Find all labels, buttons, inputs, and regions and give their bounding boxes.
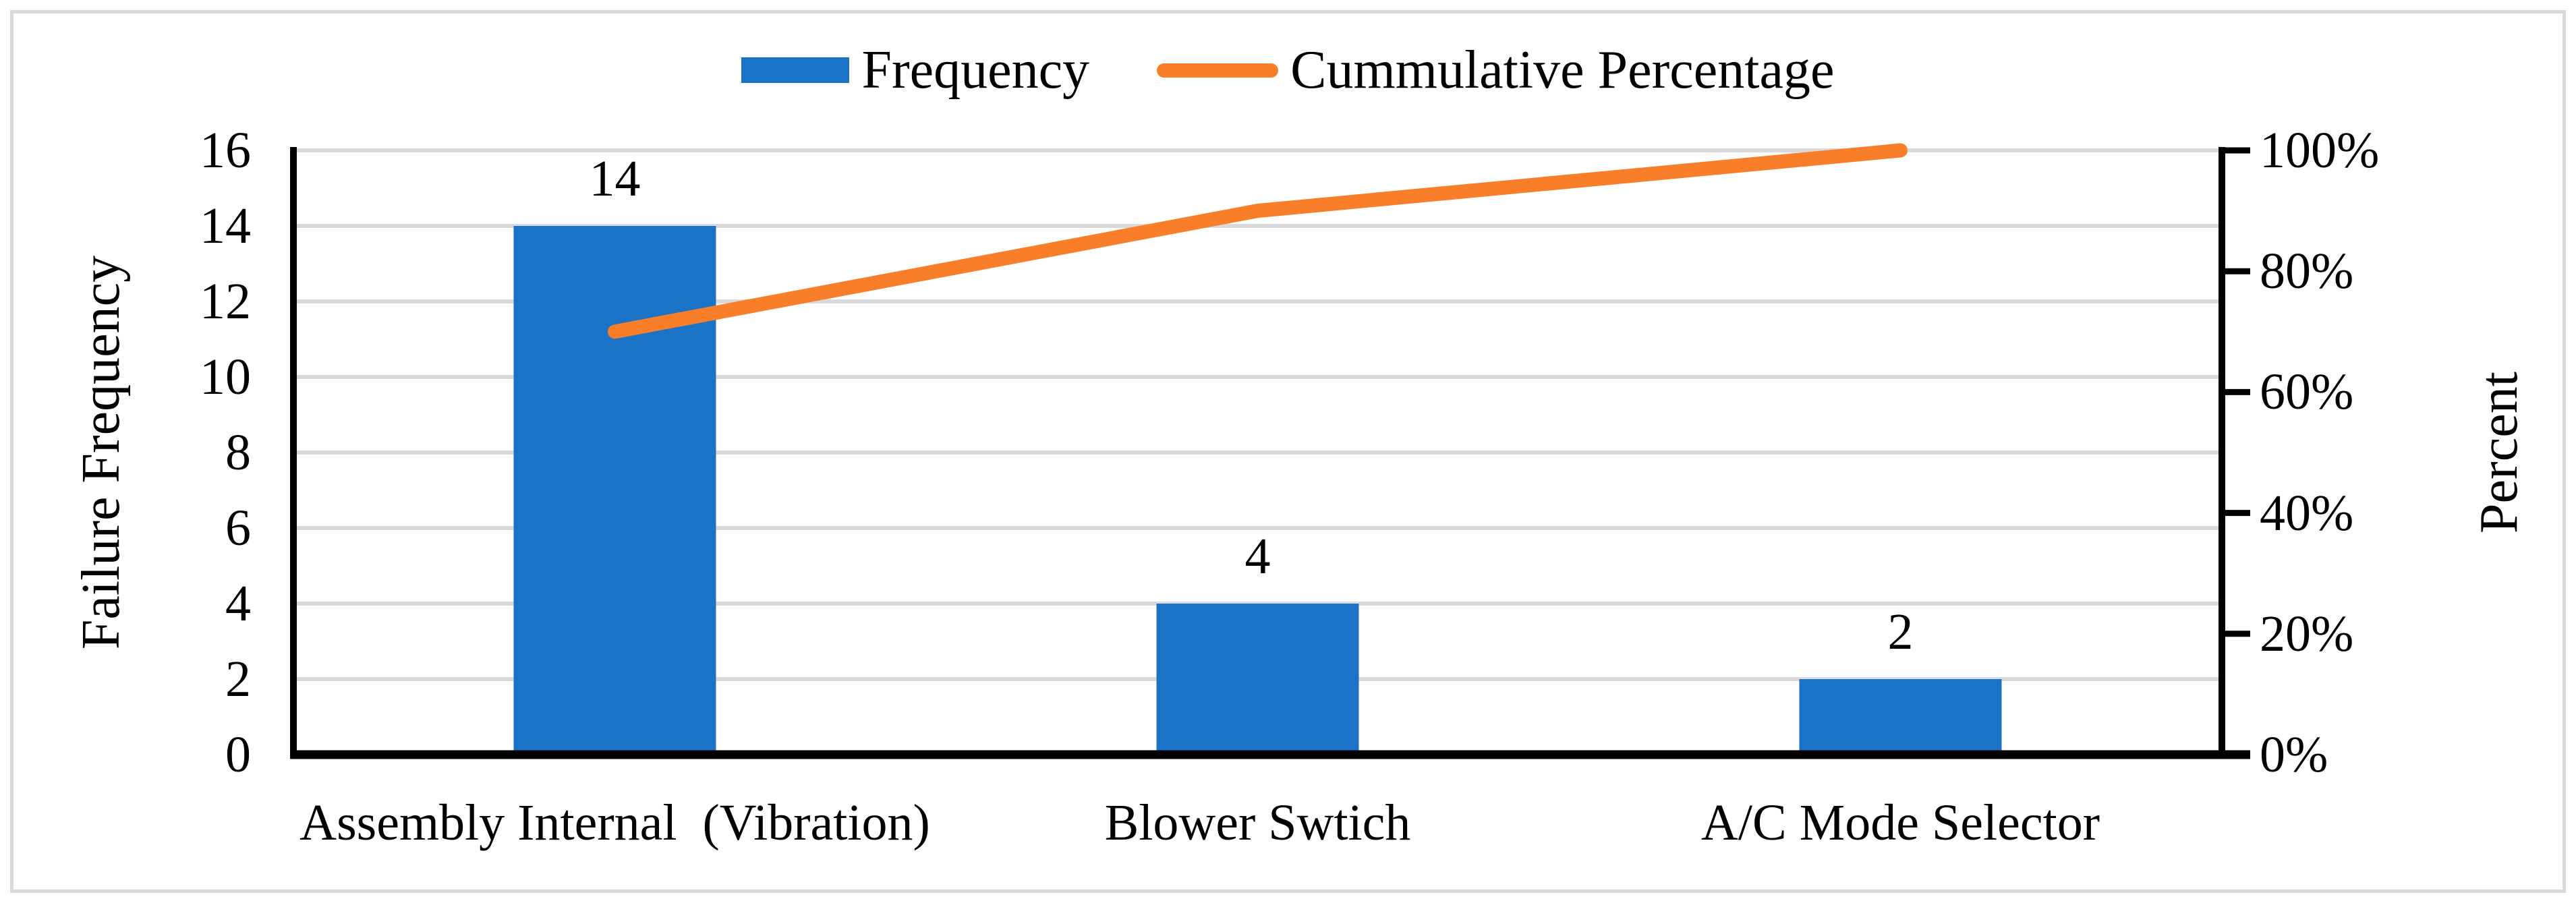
cumulative-line-group bbox=[608, 143, 1908, 339]
bar-frequency-1[interactable] bbox=[1156, 604, 1359, 755]
left-axis-tick-label: 16 bbox=[200, 122, 251, 179]
left-axis-title: Failure Frequency bbox=[71, 255, 131, 650]
bars-group bbox=[513, 226, 2002, 755]
left-axis-tick-label: 8 bbox=[225, 424, 251, 481]
bar-data-label: 2 bbox=[1887, 604, 1914, 660]
category-label: Assembly Internal (Vibration) bbox=[299, 794, 930, 851]
axes-group bbox=[290, 147, 2250, 759]
left-axis-tick-label: 0 bbox=[225, 726, 251, 783]
legend-label-cumulative-percentage: Cummulative Percentage bbox=[1290, 40, 1835, 100]
bar-data-label: 14 bbox=[589, 150, 641, 207]
right-axis-tick-label: 100% bbox=[2260, 122, 2380, 179]
left-axis-tick-label: 12 bbox=[200, 273, 251, 330]
right-axis-tick-label: 60% bbox=[2260, 363, 2354, 421]
bar-frequency-2[interactable] bbox=[1799, 679, 2002, 755]
left-axis-tick-label: 14 bbox=[200, 198, 251, 254]
cumulative-percentage-swatch-icon bbox=[1157, 63, 1279, 78]
category-label: Blower Swtich bbox=[1104, 794, 1411, 851]
frequency-swatch-icon bbox=[741, 57, 850, 83]
legend-item-cumulative-percentage[interactable]: Cummulative Percentage bbox=[1157, 38, 1835, 103]
cumulative-percentage-line[interactable] bbox=[608, 143, 1908, 339]
left-axis-tick-label: 4 bbox=[225, 575, 251, 632]
right-axis-tick-label: 0% bbox=[2260, 726, 2328, 783]
right-axis-tick-label: 20% bbox=[2260, 605, 2354, 662]
legend-label-frequency: Frequency bbox=[861, 40, 1090, 100]
bar-frequency-0[interactable] bbox=[513, 226, 716, 755]
right-axis-tick-label: 40% bbox=[2260, 484, 2354, 542]
category-label: A/C Mode Selector bbox=[1700, 794, 2100, 851]
legend: Frequency Cummulative Percentage bbox=[0, 38, 2576, 103]
left-axis-tick-label: 10 bbox=[200, 349, 251, 405]
left-axis-tick-label: 6 bbox=[225, 500, 251, 556]
right-axis-tick-label: 80% bbox=[2260, 243, 2354, 300]
bar-data-label: 4 bbox=[1244, 528, 1271, 585]
left-axis-tick-label: 2 bbox=[225, 651, 251, 707]
legend-item-frequency[interactable]: Frequency bbox=[741, 38, 1089, 103]
right-axis-title: Percent bbox=[2469, 372, 2529, 533]
